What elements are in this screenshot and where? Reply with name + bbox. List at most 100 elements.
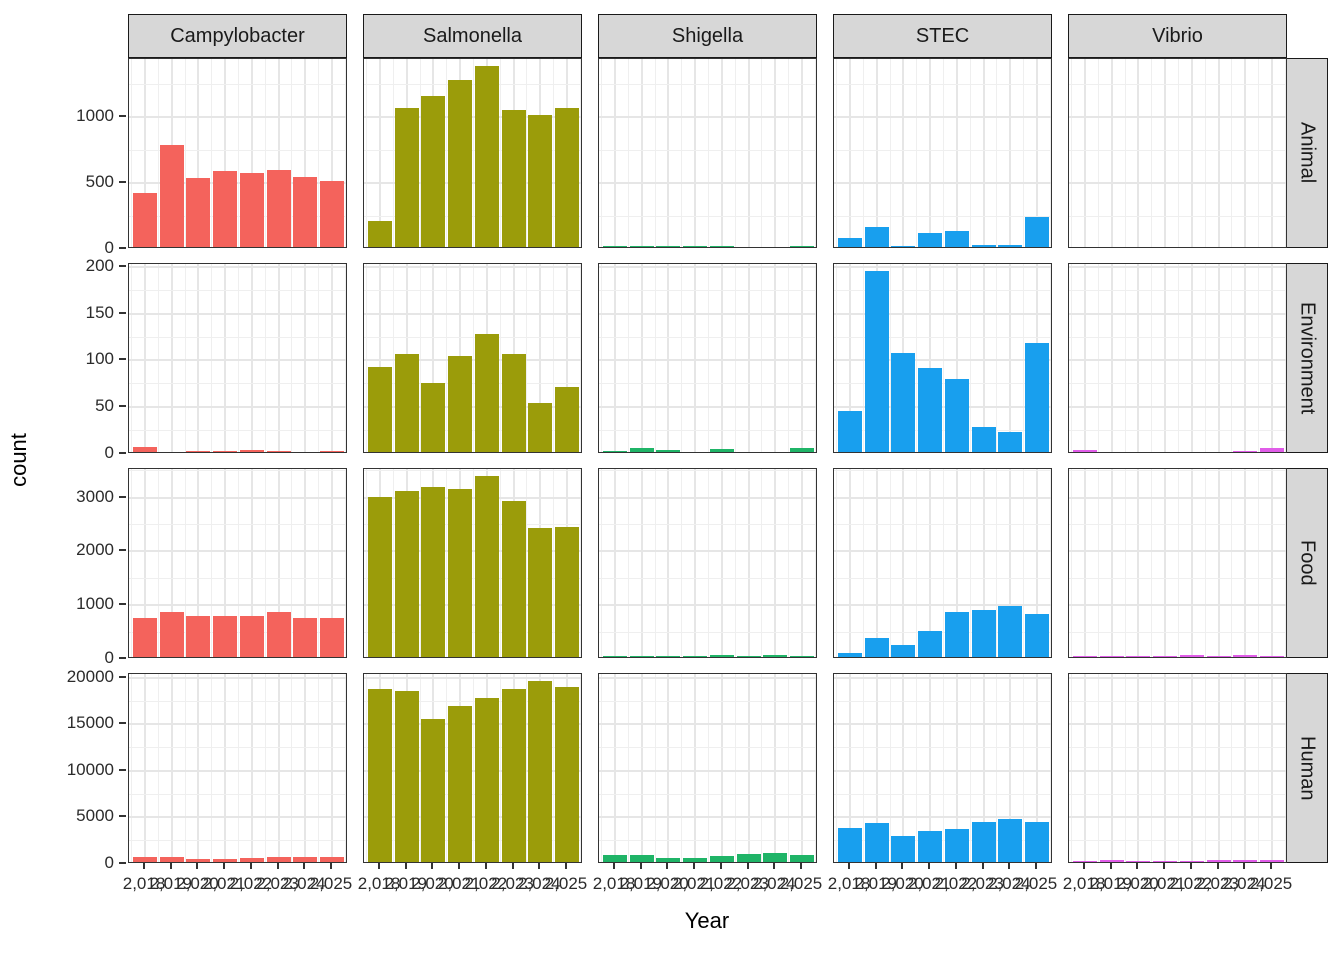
gridline-vertical-major (955, 674, 958, 862)
gridline-vertical-major (849, 264, 852, 452)
gridline-vertical-minor (708, 59, 709, 247)
gridline-horizontal-major (1069, 496, 1286, 499)
y-tick-label: 15000 (66, 713, 114, 733)
bar-stec-animal-2022 (944, 230, 969, 247)
y-tick-label: 5000 (76, 806, 114, 826)
gridline-vertical-minor (862, 264, 864, 452)
gridline-vertical-minor (862, 469, 864, 657)
gridline-vertical-major (1164, 674, 1167, 862)
gridline-vertical-minor (761, 469, 763, 657)
bar-shigella-human-2022 (709, 855, 734, 862)
gridline-vertical-minor (211, 469, 213, 657)
gridline-vertical-minor (601, 469, 603, 657)
x-tick-label: 2,021 (1142, 874, 1186, 893)
y-tick-label: 1000 (76, 594, 114, 614)
gridline-vertical-major (1009, 59, 1012, 247)
gridline-vertical-major (667, 469, 670, 657)
bar-salmonella-food-2023 (501, 501, 526, 657)
gridline-vertical-minor (916, 674, 918, 862)
x-tick-mark (511, 863, 514, 869)
gridline-vertical-minor (1097, 469, 1099, 657)
gridline-vertical-major (224, 59, 227, 247)
gridline-horizontal-minor (364, 577, 581, 579)
gridline-vertical-major (694, 469, 697, 657)
gridline-vertical-minor (392, 264, 394, 452)
bar-stec-human-2023 (971, 821, 996, 862)
gridline-vertical-minor (264, 59, 266, 247)
gridline-vertical-major (667, 59, 670, 247)
gridline-vertical-minor (836, 674, 838, 862)
y-tick-label: 200 (85, 255, 114, 275)
gridline-vertical-minor (291, 469, 293, 657)
bar-salmonella-human-2018 (368, 688, 393, 862)
gridline-vertical-minor (1071, 674, 1073, 862)
gridline-vertical-minor (1124, 264, 1126, 452)
gridline-horizontal-minor (129, 289, 346, 291)
gridline-vertical-major (170, 674, 173, 862)
gridline-horizontal-minor (599, 149, 816, 151)
bar-campylobacter-environment-2020 (186, 451, 211, 452)
gridline-vertical-major (640, 674, 643, 862)
x-tick-label: 2,020 (411, 874, 454, 893)
gridline-vertical-minor (814, 59, 816, 247)
gridline-vertical-major (250, 59, 253, 247)
gridline-vertical-major (1164, 59, 1167, 247)
bar-campylobacter-human-2023 (266, 856, 291, 862)
gridline-vertical-minor (238, 59, 239, 247)
bar-vibrio-food-2025 (1259, 656, 1284, 657)
gridline-vertical-minor (681, 264, 683, 452)
gridline-horizontal-major (599, 496, 816, 499)
gridline-vertical-major (849, 59, 852, 247)
y-tick-mark (119, 768, 126, 771)
y-tick-label: 500 (85, 172, 114, 192)
bar-shigella-animal-2022 (709, 246, 734, 247)
bar-shigella-environment-2025 (789, 448, 814, 452)
x-tick-label: 2,021 (672, 874, 716, 893)
gridline-horizontal-minor (599, 840, 816, 842)
gridline-horizontal-major (364, 816, 581, 819)
x-tick-label: 2,021 (907, 874, 951, 893)
gridline-horizontal-minor (364, 289, 581, 291)
gridline-vertical-minor (681, 674, 683, 862)
gridline-horizontal-major (129, 312, 346, 315)
gridline-horizontal-minor (364, 523, 581, 525)
bar-shigella-human-2019 (629, 855, 654, 862)
gridline-vertical-major (720, 59, 723, 247)
gridline-vertical-minor (734, 674, 736, 862)
bar-shigella-food-2020 (656, 656, 681, 657)
gridline-vertical-major (1110, 674, 1113, 862)
gridline-horizontal-major (129, 406, 346, 409)
gridline-horizontal-minor (834, 577, 1051, 579)
gridline-horizontal-major (364, 116, 581, 119)
x-tick-label: 2,022 (934, 874, 978, 893)
gridline-vertical-major (694, 674, 697, 862)
bar-stec-animal-2024 (998, 245, 1023, 247)
x-tick-label: 2,025 (779, 874, 823, 893)
x-tick-mark (196, 863, 199, 869)
y-tick-mark (119, 815, 126, 818)
bar-campylobacter-food-2018 (133, 618, 158, 657)
gridline-horizontal-minor (364, 793, 581, 795)
panel-campylobacter-food (128, 468, 347, 658)
bar-salmonella-environment-2022 (474, 334, 499, 452)
gridline-horizontal-minor (599, 215, 816, 217)
bar-campylobacter-food-2019 (159, 612, 184, 657)
bar-stec-environment-2019 (864, 271, 889, 452)
bar-campylobacter-environment-2022 (239, 450, 264, 452)
bar-salmonella-environment-2025 (554, 387, 579, 452)
gridline-vertical-minor (392, 59, 394, 247)
gridline-vertical-major (224, 469, 227, 657)
bar-salmonella-food-2018 (368, 496, 393, 657)
x-tick-label: 2,019 (619, 874, 662, 893)
gridline-horizontal-major (129, 816, 346, 819)
panel-vibrio-human (1068, 673, 1287, 863)
panel-shigella-environment (598, 263, 817, 453)
panel-stec-environment (833, 263, 1052, 453)
bar-vibrio-human-2019 (1099, 860, 1124, 862)
gridline-vertical-minor (1124, 674, 1126, 862)
x-tick-label: 2,021 (437, 874, 481, 893)
gridline-horizontal-minor (1069, 631, 1286, 633)
gridline-horizontal-major (364, 406, 581, 409)
panel-salmonella-environment (363, 263, 582, 453)
gridline-horizontal-major (834, 359, 1051, 362)
